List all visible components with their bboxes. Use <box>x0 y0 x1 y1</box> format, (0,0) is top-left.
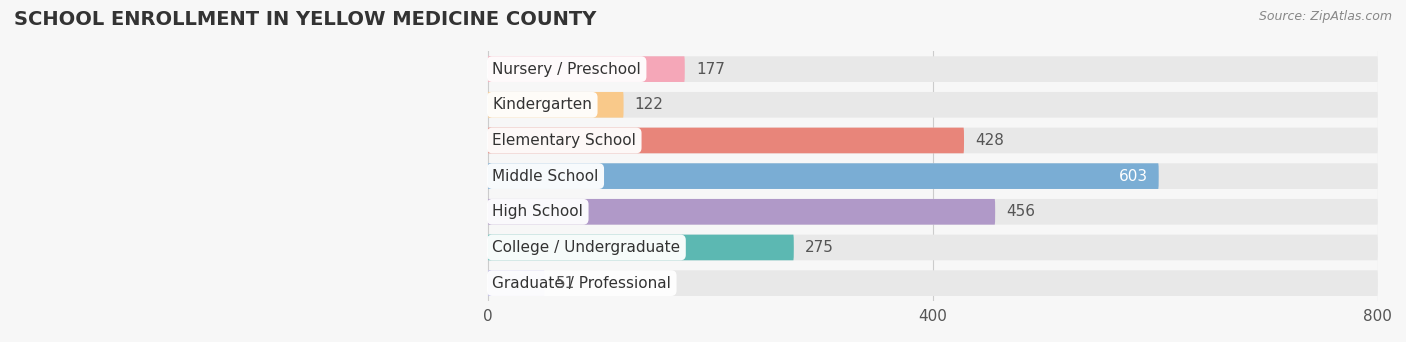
FancyBboxPatch shape <box>488 235 1378 260</box>
FancyBboxPatch shape <box>488 163 1159 189</box>
FancyBboxPatch shape <box>488 235 794 260</box>
Text: 603: 603 <box>1118 169 1147 184</box>
Text: College / Undergraduate: College / Undergraduate <box>492 240 681 255</box>
Text: High School: High School <box>492 204 583 219</box>
Text: Elementary School: Elementary School <box>492 133 636 148</box>
FancyBboxPatch shape <box>488 92 624 118</box>
Text: 122: 122 <box>634 97 664 112</box>
Text: 428: 428 <box>976 133 1004 148</box>
FancyBboxPatch shape <box>488 270 1378 296</box>
Text: 275: 275 <box>804 240 834 255</box>
FancyBboxPatch shape <box>488 128 1378 153</box>
FancyBboxPatch shape <box>488 199 995 225</box>
Text: Middle School: Middle School <box>492 169 599 184</box>
Text: Kindergarten: Kindergarten <box>492 97 592 112</box>
FancyBboxPatch shape <box>488 270 544 296</box>
FancyBboxPatch shape <box>488 199 1378 225</box>
FancyBboxPatch shape <box>488 163 1378 189</box>
Text: SCHOOL ENROLLMENT IN YELLOW MEDICINE COUNTY: SCHOOL ENROLLMENT IN YELLOW MEDICINE COU… <box>14 10 596 29</box>
FancyBboxPatch shape <box>488 92 1378 118</box>
FancyBboxPatch shape <box>488 56 1378 82</box>
FancyBboxPatch shape <box>488 56 685 82</box>
FancyBboxPatch shape <box>488 128 965 153</box>
Text: 177: 177 <box>696 62 724 77</box>
Text: Graduate / Professional: Graduate / Professional <box>492 276 671 291</box>
Text: Nursery / Preschool: Nursery / Preschool <box>492 62 641 77</box>
Text: 51: 51 <box>555 276 575 291</box>
Text: 456: 456 <box>1007 204 1035 219</box>
Text: Source: ZipAtlas.com: Source: ZipAtlas.com <box>1258 10 1392 23</box>
